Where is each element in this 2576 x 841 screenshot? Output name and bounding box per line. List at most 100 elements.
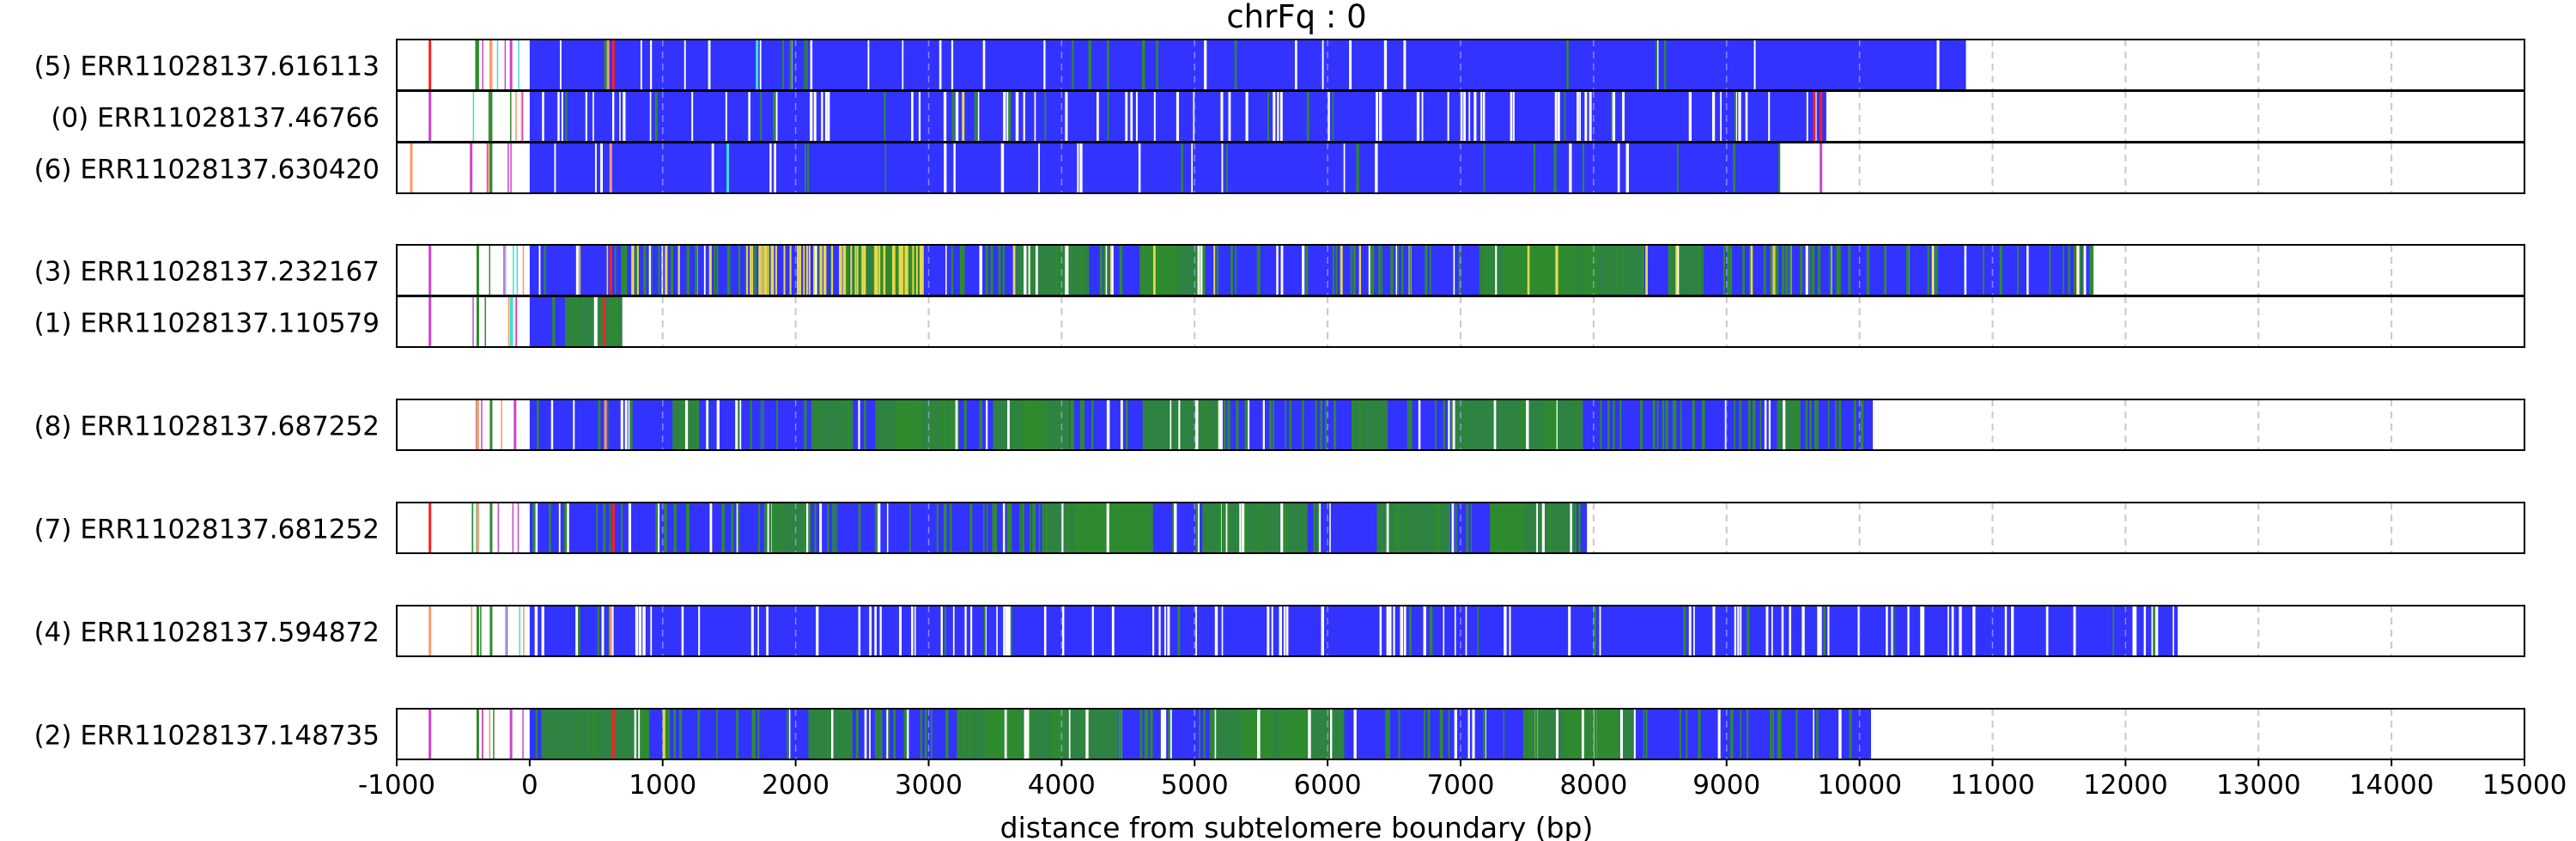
read-stripe xyxy=(788,709,791,759)
read-stripe xyxy=(1656,40,1658,90)
read-stripe xyxy=(535,503,538,553)
read-stripe xyxy=(649,91,652,142)
read-stripe xyxy=(989,709,992,759)
read-stripe xyxy=(814,245,817,296)
read-stripe xyxy=(1554,91,1558,142)
read-stripe xyxy=(807,143,809,193)
read-stripe xyxy=(1006,503,1010,553)
read-stripe xyxy=(1465,606,1467,656)
read-frame xyxy=(396,399,2525,451)
read-stripe xyxy=(1152,245,1157,296)
read-stripe xyxy=(1038,143,1041,193)
plot-area: (5) ERR11028137.616113 (0) ERR11028137.46… xyxy=(34,39,2567,801)
read-stripe xyxy=(596,503,598,553)
read-stripe xyxy=(1267,709,1270,759)
read-mark xyxy=(509,296,513,347)
read-mark xyxy=(962,91,965,142)
read-stripe xyxy=(716,709,718,759)
read-stripe xyxy=(750,399,752,450)
read-stripe xyxy=(775,91,778,142)
read-stripe xyxy=(1221,503,1223,553)
read-stripe xyxy=(1553,143,1557,193)
read-stripe xyxy=(1400,606,1403,656)
read-stripe xyxy=(1569,143,1572,193)
read-stripe xyxy=(1789,606,1792,656)
read-stripe xyxy=(2155,606,2159,656)
read-stripe xyxy=(1449,503,1450,553)
read-stripe xyxy=(1327,91,1330,142)
read-mark xyxy=(726,143,730,193)
read-stripe xyxy=(1430,606,1433,656)
read-stripe xyxy=(1779,709,1782,759)
read-stripe xyxy=(673,503,677,553)
read-segment xyxy=(612,296,623,347)
read-stripe xyxy=(1557,91,1560,142)
read-stripe xyxy=(2143,606,2147,656)
read-stripe xyxy=(507,296,510,347)
read-stripe xyxy=(919,245,921,296)
read-stripe xyxy=(821,91,823,142)
read-stripe xyxy=(1378,245,1381,296)
read-stripe xyxy=(641,709,643,759)
read-stripe xyxy=(651,245,653,296)
read-stripe xyxy=(839,245,841,296)
read-stripe xyxy=(1280,245,1284,296)
read-stripe xyxy=(1245,503,1248,553)
read-stripe xyxy=(2063,245,2064,296)
read-stripe xyxy=(759,40,762,90)
read-stripe xyxy=(1386,503,1389,553)
read-stripe xyxy=(835,503,837,553)
read-stripe xyxy=(1024,399,1028,450)
read-stripe xyxy=(1007,606,1011,656)
read-stripe xyxy=(1273,91,1276,142)
read-label: (1) ERR11028137.110579 xyxy=(34,308,380,339)
read-stripe xyxy=(510,91,512,142)
read-stripe xyxy=(1200,245,1204,296)
read-stripe xyxy=(1028,245,1030,296)
read-stripe xyxy=(519,606,521,656)
read-stripe xyxy=(939,40,942,90)
read-stripe xyxy=(1003,91,1006,142)
read-stripe xyxy=(1170,399,1172,450)
read-stripe xyxy=(1138,143,1141,193)
read-stripe xyxy=(1480,91,1483,142)
read-stripe xyxy=(763,245,766,296)
x-tick-label: 5000 xyxy=(1161,770,1229,801)
read-stripe xyxy=(878,245,881,296)
x-tick-label: 2000 xyxy=(762,770,829,801)
read-stripe xyxy=(1806,91,1808,142)
read-stripe xyxy=(1012,245,1016,296)
read-stripe xyxy=(535,709,538,759)
read-mark xyxy=(513,399,517,450)
read-stripe xyxy=(635,245,638,296)
read-stripe xyxy=(1698,245,1701,296)
read-stripe xyxy=(1171,245,1175,296)
read-stripe xyxy=(1516,245,1519,296)
read-stripe xyxy=(1577,91,1579,142)
read-stripe xyxy=(1043,606,1047,656)
read-stripe xyxy=(783,245,786,296)
read-stripe xyxy=(1752,399,1756,450)
read-stripe xyxy=(1665,399,1668,450)
read-stripe xyxy=(1568,606,1571,656)
read-stripe xyxy=(1927,245,1929,296)
read-stripe xyxy=(845,245,848,296)
read-stripe xyxy=(827,91,830,142)
read-stripe xyxy=(1765,606,1769,656)
read-stripe xyxy=(1277,91,1279,142)
read-stripe xyxy=(1013,709,1015,759)
read-stripe xyxy=(883,245,885,296)
read-mark xyxy=(611,503,615,553)
read-stripe xyxy=(803,245,805,296)
read-stripe xyxy=(1775,245,1777,296)
read-stripe xyxy=(1178,399,1181,450)
read-stripe xyxy=(1283,606,1286,656)
read-segment xyxy=(1281,709,1309,759)
read-stripe xyxy=(684,399,689,450)
read-stripe xyxy=(757,606,759,656)
read-stripe xyxy=(847,245,850,296)
read-stripe xyxy=(1401,245,1404,296)
read-stripe xyxy=(1739,399,1741,450)
read-stripe xyxy=(1454,606,1456,656)
read-stripe xyxy=(906,245,908,296)
